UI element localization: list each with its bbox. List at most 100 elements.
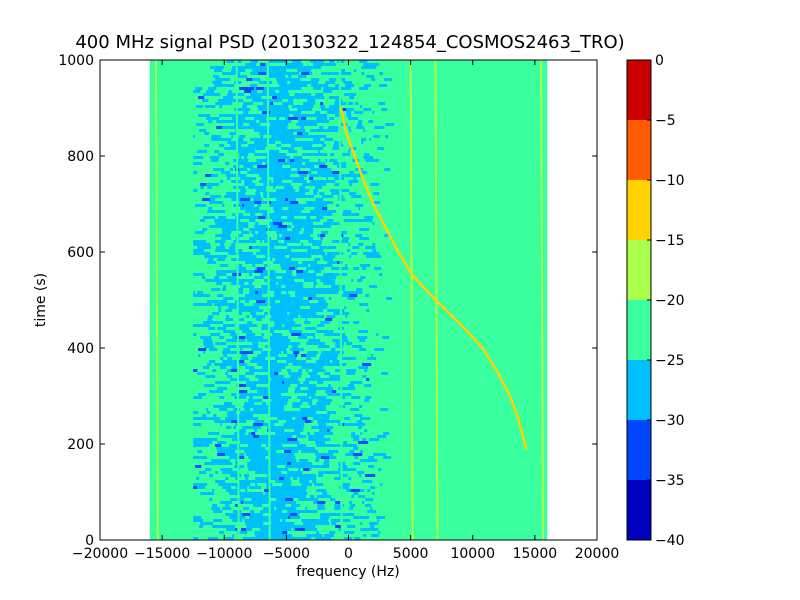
noise-cell <box>227 249 236 252</box>
noise-cell <box>297 384 305 387</box>
noise-cell <box>193 273 200 276</box>
noise-cell <box>293 261 299 264</box>
noise-cell <box>225 309 233 312</box>
noise-cell <box>315 297 325 300</box>
noise-cell <box>332 255 336 258</box>
noise-cell <box>256 234 263 237</box>
noise-cell <box>272 129 281 132</box>
noise-cell <box>272 369 282 372</box>
noise-cell <box>271 348 278 351</box>
noise-cell <box>251 426 262 429</box>
noise-cell <box>295 414 300 417</box>
noise-cell <box>317 366 324 369</box>
noise-cell <box>214 255 220 258</box>
noise-cell <box>227 177 231 180</box>
noise-cell <box>270 246 275 249</box>
noise-cell <box>280 486 286 489</box>
noise-cell <box>257 267 266 270</box>
noise-cell <box>325 444 335 447</box>
noise-cell <box>265 141 276 144</box>
noise-cell <box>327 345 330 348</box>
noise-cell <box>256 159 262 162</box>
noise-cell <box>310 495 315 498</box>
noise-cell <box>314 207 323 210</box>
noise-cell <box>376 255 382 258</box>
noise-cell <box>252 78 257 81</box>
noise-cell <box>275 66 283 69</box>
noise-cell <box>308 222 314 225</box>
noise-cell <box>279 138 289 141</box>
noise-cell <box>305 309 314 312</box>
noise-cell <box>376 333 379 336</box>
noise-cell <box>223 330 228 333</box>
noise-cell <box>258 288 263 291</box>
noise-cell <box>204 252 211 255</box>
noise-cell <box>221 237 232 240</box>
noise-cell <box>283 183 292 186</box>
noise-cell <box>213 75 220 78</box>
noise-cell <box>259 435 266 438</box>
noise-cell <box>271 159 279 162</box>
noise-cell <box>236 150 241 153</box>
noise-cell <box>289 129 297 132</box>
noise-cell <box>222 486 232 489</box>
noise-cell <box>218 306 222 309</box>
noise-cell <box>324 120 330 123</box>
noise-cell <box>273 222 283 225</box>
noise-cell <box>279 99 283 102</box>
noise-cell <box>235 417 245 420</box>
noise-cell <box>231 120 238 123</box>
noise-cell <box>309 468 312 471</box>
noise-cell <box>359 348 367 351</box>
noise-cell <box>331 348 336 351</box>
noise-cell <box>298 465 306 468</box>
noise-cell <box>283 201 288 204</box>
noise-cell <box>252 195 256 198</box>
colorbar-tick-label: −25 <box>655 353 685 369</box>
noise-cell <box>353 267 360 270</box>
noise-cell <box>303 225 308 228</box>
noise-cell <box>248 87 255 90</box>
noise-cell <box>384 234 389 237</box>
noise-cell <box>311 528 314 531</box>
noise-cell <box>257 96 262 99</box>
noise-cell <box>353 174 358 177</box>
noise-cell <box>245 447 251 450</box>
noise-cell <box>291 219 296 222</box>
noise-cell <box>223 84 226 87</box>
noise-cell <box>320 279 330 282</box>
noise-cell <box>208 432 212 435</box>
noise-cell <box>203 243 211 246</box>
noise-cell <box>262 363 268 366</box>
noise-cell <box>233 408 241 411</box>
noise-cell <box>280 69 287 72</box>
noise-cell <box>351 495 355 498</box>
noise-cell <box>373 453 382 456</box>
y-axis-label: time (s) <box>33 273 49 327</box>
noise-cell <box>305 141 315 144</box>
noise-cell <box>241 498 245 501</box>
noise-cell <box>245 114 251 117</box>
noise-cell <box>284 402 288 405</box>
noise-cell <box>335 450 339 453</box>
noise-cell <box>293 213 298 216</box>
noise-cell <box>214 363 223 366</box>
noise-cell <box>235 477 239 480</box>
noise-cell <box>240 348 243 351</box>
noise-cell <box>247 321 253 324</box>
noise-cell <box>338 468 349 471</box>
noise-cell <box>327 432 334 435</box>
noise-cell <box>236 336 246 339</box>
noise-cell <box>281 210 285 213</box>
noise-cell <box>317 288 328 291</box>
noise-cell <box>343 474 348 477</box>
noise-cell <box>302 153 305 156</box>
noise-cell <box>231 393 237 396</box>
noise-cell <box>298 381 301 384</box>
noise-cell <box>216 246 226 249</box>
noise-cell <box>255 537 266 540</box>
noise-cell <box>274 531 279 534</box>
noise-cell <box>270 495 275 498</box>
noise-cell <box>249 396 254 399</box>
x-tick-label: −20000 <box>72 546 128 562</box>
